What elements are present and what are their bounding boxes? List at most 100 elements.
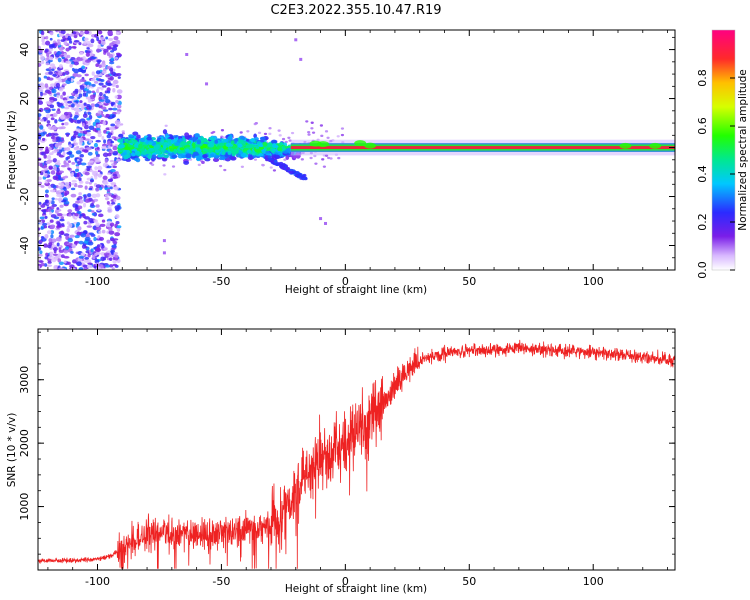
snr-panel: -100 -50 0 50 100 1000 2000 3000 Height of str… bbox=[6, 328, 676, 595]
spectrogram-noise-cell bbox=[56, 160, 61, 163]
spectrogram-band-cell bbox=[234, 149, 239, 153]
spectrogram-band-cell bbox=[271, 148, 277, 152]
spectrogram-noise-cell bbox=[104, 194, 110, 197]
spectrogram-frame bbox=[37, 29, 676, 271]
spectrogram-noise-cell bbox=[88, 125, 95, 130]
spectrogram-noise-cell bbox=[87, 252, 91, 258]
spectrogram-noise-cell bbox=[77, 205, 83, 210]
spectrogram-x-tick-label: -50 bbox=[212, 275, 230, 288]
spectrogram-noise-cell bbox=[70, 267, 76, 270]
spectrogram-halo-cell bbox=[197, 163, 201, 167]
spectrogram-noise-cell bbox=[38, 62, 42, 67]
spectrogram-noise-cell bbox=[40, 91, 43, 97]
spectrogram-noise-cell bbox=[95, 139, 101, 143]
spectrogram-noise-cell bbox=[115, 84, 119, 89]
spectrogram-band-cell bbox=[135, 150, 141, 156]
spectrogram-noise-cell bbox=[48, 255, 54, 260]
spectrogram-noise-cell bbox=[94, 103, 100, 108]
spectrogram-noise-cell bbox=[113, 160, 118, 165]
spectrogram-noise-cell bbox=[76, 172, 80, 178]
spectrogram-tail-cell bbox=[295, 171, 300, 175]
spectrogram-noise-cell bbox=[67, 167, 71, 171]
spectrogram-band-cell bbox=[214, 148, 220, 154]
spectrogram-noise-cell bbox=[112, 256, 116, 260]
spectrogram-noise-cell bbox=[84, 81, 89, 85]
spectrogram-band-cell bbox=[160, 148, 166, 153]
spectrogram-noise-cell bbox=[81, 122, 85, 127]
spectrogram-noise-cell bbox=[80, 252, 86, 257]
spectrogram-noise-cell bbox=[115, 31, 120, 36]
spectrogram-noise-cell bbox=[105, 36, 109, 40]
spectrogram-noise-cell bbox=[102, 175, 108, 181]
spectrogram-halo-cell bbox=[223, 168, 227, 172]
spectrogram-band-cell bbox=[177, 153, 184, 159]
spectrogram-noise-cell bbox=[57, 213, 63, 217]
spectrogram-noise-cell bbox=[67, 100, 73, 104]
spectrogram-noise-cell bbox=[93, 219, 98, 223]
spectrogram-noise-cell bbox=[70, 92, 75, 96]
spectrogram-noise-cell bbox=[61, 122, 65, 126]
spectrogram-noise-cell bbox=[84, 257, 89, 260]
spectrogram-noise-cell bbox=[116, 65, 121, 69]
spectrogram-noise-cell bbox=[65, 60, 72, 64]
spectrogram-noise-cell bbox=[42, 131, 47, 135]
spectrogram-noise-cell bbox=[78, 267, 84, 270]
spectrogram-noise-cell bbox=[109, 222, 115, 227]
spectrogram-noise-cell bbox=[56, 194, 61, 197]
spectrogram-noise-cell bbox=[60, 94, 64, 100]
spectrogram-noise-cell bbox=[100, 79, 105, 83]
spectrogram-stray-cell bbox=[319, 217, 323, 221]
spectrogram-noise-cell bbox=[54, 119, 58, 124]
spectrogram-noise-cell bbox=[38, 232, 41, 238]
spectrogram-noise-cell bbox=[95, 222, 100, 228]
spectrogram-y-ticks: -40 -20 0 20 40 bbox=[18, 36, 675, 271]
spectrogram-noise-cell bbox=[116, 89, 123, 94]
spectrogram-noise-cell bbox=[98, 99, 105, 102]
spectrogram-halo-cell bbox=[121, 130, 125, 133]
spectrogram-noise-cell bbox=[105, 113, 110, 118]
spectrogram-tail-cell bbox=[279, 161, 284, 165]
spectrogram-noise-cell bbox=[50, 238, 57, 243]
colorbar-tick-label: 0.8 bbox=[696, 69, 709, 87]
spectrogram-noise-cell bbox=[66, 151, 72, 155]
spectrogram-noise-cell bbox=[76, 74, 82, 78]
spectrogram-tail-cell bbox=[279, 164, 284, 168]
spectrogram-noise-cell bbox=[38, 253, 43, 257]
spectrogram-noise-cell bbox=[38, 107, 44, 113]
spectrogram-band-cell bbox=[128, 134, 134, 138]
spectrogram-noise-cell bbox=[106, 188, 111, 193]
spectrogram-noise-cell bbox=[101, 219, 106, 223]
spectrogram-noise-cell bbox=[76, 221, 81, 226]
spectrogram-noise-cell bbox=[69, 154, 75, 158]
spectrogram-noise-cell bbox=[86, 47, 90, 50]
spectrogram-noise-cell bbox=[115, 99, 119, 104]
spectrogram-noise-cell bbox=[98, 236, 105, 241]
spectrogram-y-tick-label: 20 bbox=[18, 92, 31, 106]
spectrogram-noise-cell bbox=[84, 245, 88, 249]
spectrogram-noise-cell bbox=[49, 31, 54, 36]
spectrogram-halo-cell bbox=[287, 136, 291, 140]
spectrogram-noise-cell bbox=[116, 110, 121, 115]
spectrogram-noise-cell bbox=[93, 236, 97, 242]
spectrogram-noise-cell bbox=[44, 233, 49, 239]
spectrogram-noise-cell bbox=[71, 161, 76, 165]
spectrogram-stray-cell bbox=[294, 38, 298, 42]
spectrogram-band-cell bbox=[170, 139, 175, 144]
spectrogram-band-cell bbox=[132, 131, 139, 136]
spectrogram-band-cell bbox=[196, 155, 203, 161]
spectrogram-noise-cell bbox=[77, 226, 82, 231]
spectrogram-noise-cell bbox=[39, 162, 43, 168]
spectrogram-noise-cell bbox=[43, 172, 48, 178]
spectrogram-noise-cell bbox=[40, 262, 45, 267]
spectrogram-noise-cell bbox=[57, 71, 63, 76]
spectrogram-noise-cell bbox=[109, 159, 115, 163]
spectrogram-noise-cell bbox=[57, 41, 61, 46]
spectrogram-noise-cell bbox=[87, 209, 92, 212]
figure-title: C2E3.2022.355.10.47.R19 bbox=[270, 3, 441, 18]
colorbar-ticks: 0.0 0.2 0.4 0.6 0.8 bbox=[696, 69, 735, 279]
spectrogram-noise-cell bbox=[107, 37, 114, 41]
spectrogram-noise-cell bbox=[106, 239, 111, 244]
spectrogram-band-cell bbox=[139, 137, 146, 143]
spectrogram-noise-cell bbox=[49, 226, 55, 230]
spectrogram-noise-cell bbox=[98, 39, 102, 45]
